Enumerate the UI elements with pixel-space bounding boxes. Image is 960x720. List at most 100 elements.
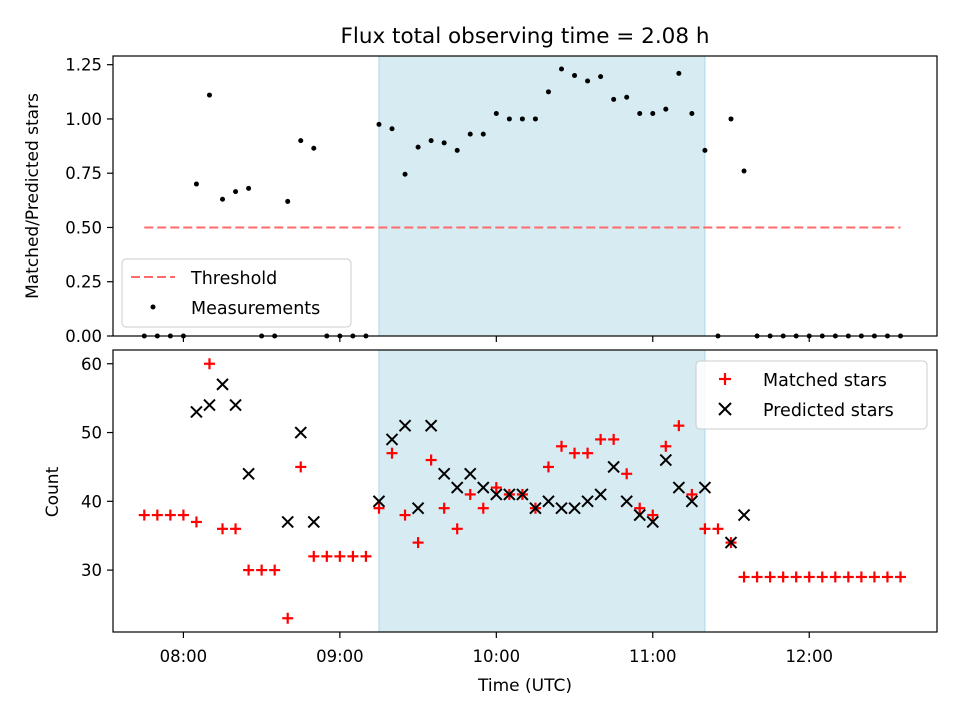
matched-star-point	[138, 509, 150, 521]
predicted-stars-legend-label: Predicted stars	[763, 401, 894, 421]
bottom-y-axis-label: Count	[43, 466, 63, 517]
matched-star-point	[842, 571, 854, 583]
matched-star-point	[334, 550, 346, 562]
measurement-point	[689, 111, 695, 117]
matched-star-point	[203, 358, 215, 370]
top-y-tick-label: 1.25	[65, 56, 102, 75]
matched-star-point	[217, 523, 229, 535]
x-tick-label: 12:00	[785, 647, 833, 666]
matched-star-point	[582, 447, 594, 459]
predicted-star-point	[281, 515, 294, 529]
matched-star-point	[829, 571, 841, 583]
measurement-point	[598, 74, 604, 80]
top-y-axis-label: Matched/Predicted stars	[23, 93, 43, 299]
predicted-star-point	[203, 398, 216, 412]
measurement-point	[572, 73, 578, 79]
matched-star-point	[621, 468, 633, 480]
measurement-point	[428, 138, 434, 144]
predicted-star-point	[542, 495, 555, 508]
measurement-point	[585, 78, 591, 84]
predicted-star-point	[385, 433, 399, 446]
matched-star-point	[556, 440, 568, 452]
predicted-star-point	[737, 508, 751, 522]
measurement-point	[611, 96, 617, 102]
measurement-point	[532, 116, 538, 122]
measurement-point	[741, 168, 747, 174]
bottom-y-tick-label: 40	[81, 492, 102, 511]
matched-star-point	[425, 454, 437, 466]
measurement-point	[637, 111, 643, 117]
matched-star-point	[881, 571, 893, 583]
matched-star-point	[190, 516, 202, 528]
measurement-point	[650, 111, 656, 117]
measurement-point	[728, 116, 734, 122]
measurements-legend-swatch	[150, 304, 156, 310]
predicted-star-point	[229, 398, 242, 412]
x-tick-label: 10:00	[473, 647, 521, 666]
matched-star-point	[542, 461, 554, 473]
measurement-point	[311, 145, 317, 151]
matched-star-point	[295, 461, 307, 473]
matched-stars-legend-swatch	[719, 373, 731, 385]
predicted-star-point	[633, 508, 646, 522]
x-tick-label: 08:00	[160, 647, 208, 666]
matched-star-point	[151, 509, 163, 521]
matched-star-point	[464, 488, 476, 500]
matched-star-point	[803, 571, 815, 583]
matched-star-point	[699, 523, 711, 535]
matched-star-point	[777, 571, 789, 583]
predicted-star-point	[659, 453, 673, 467]
predicted-star-point	[450, 481, 464, 494]
bottom-y-tick-label: 50	[81, 424, 102, 443]
x-tick-label: 11:00	[629, 647, 677, 666]
matched-star-point	[855, 571, 867, 583]
threshold-legend-label: Threshold	[190, 269, 277, 289]
bottom-legend-box	[695, 360, 928, 430]
measurement-point	[246, 185, 252, 191]
matched-star-point	[634, 502, 646, 514]
matched-star-point	[764, 571, 776, 583]
measurement-point	[545, 89, 551, 95]
matched-star-point	[256, 564, 268, 576]
top-y-tick-label: 0.75	[65, 164, 102, 183]
matched-star-point	[673, 420, 685, 432]
matched-star-point	[243, 564, 255, 576]
measurement-point	[206, 92, 212, 98]
top-axes-frame	[112, 55, 938, 337]
measurement-point	[285, 198, 291, 204]
predicted-stars-layer	[190, 378, 751, 549]
bottom-panel: 30 40 50 60 08:00 09:00 10:00 11:00 12:00 Count…	[43, 349, 938, 696]
matched-star-point	[894, 571, 906, 583]
top-y-tick-label: 0.00	[65, 327, 102, 346]
measurement-point	[402, 171, 408, 177]
matched-star-point	[347, 550, 359, 562]
measurement-point	[441, 140, 447, 146]
matched-star-point	[412, 537, 424, 549]
matched-star-point	[751, 571, 763, 583]
bottom-x-axis-ticks: 08:00 09:00 10:00 11:00 12:00	[160, 632, 833, 666]
top-panel: 0.00 0.25 0.50 0.75 1.00 1.25 Matched/Predict…	[23, 55, 938, 346]
matched-star-point	[686, 488, 698, 500]
predicted-star-point	[503, 488, 516, 501]
matched-star-point	[164, 509, 176, 521]
measurement-point	[454, 147, 460, 153]
bottom-observing-window	[378, 349, 706, 633]
matched-star-point	[386, 447, 398, 459]
matched-stars-legend-label: Matched stars	[763, 371, 887, 391]
predicted-star-point	[372, 495, 386, 508]
predicted-star-point	[724, 536, 738, 549]
predicted-star-point	[568, 501, 581, 515]
measurement-point	[415, 144, 421, 150]
bottom-y-tick-label: 30	[81, 561, 102, 580]
predicted-star-point	[242, 467, 255, 481]
measurement-point	[506, 116, 512, 122]
bottom-y-tick-label: 60	[81, 355, 102, 374]
measurement-point	[559, 66, 565, 72]
measurement-point	[493, 111, 499, 117]
predicted-star-point	[424, 419, 438, 432]
predicted-star-point	[646, 515, 659, 529]
matched-star-point	[868, 571, 880, 583]
matched-star-point	[490, 482, 502, 494]
predicted-star-point	[698, 481, 712, 494]
predicted-star-point	[529, 501, 542, 515]
